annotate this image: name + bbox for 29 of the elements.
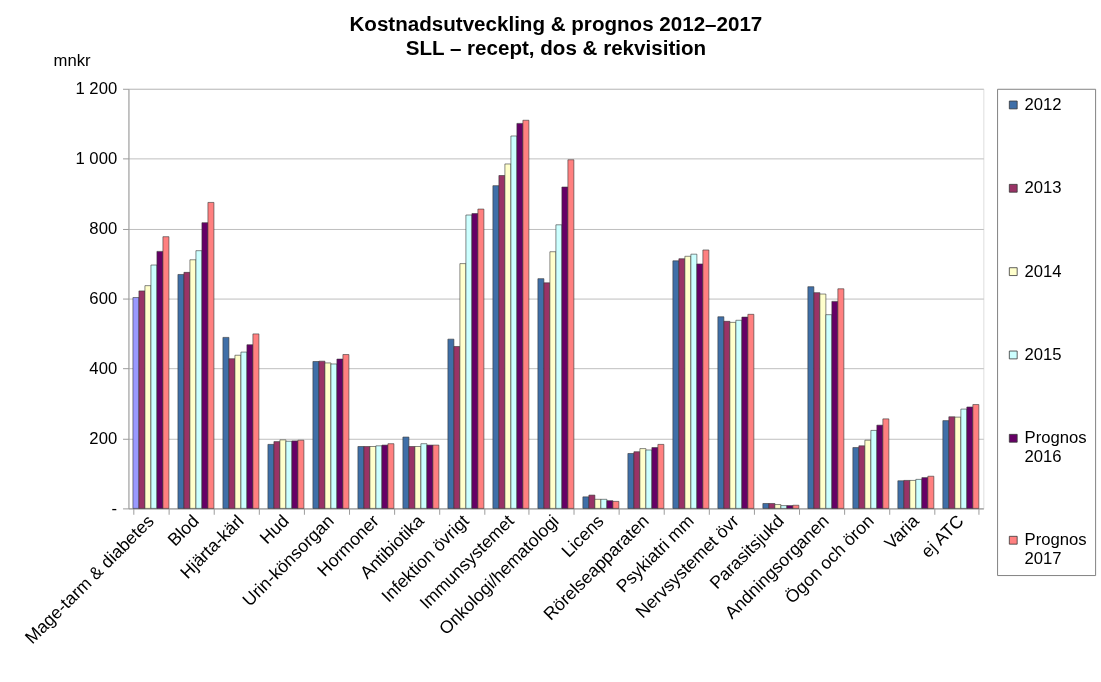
bar xyxy=(942,420,950,509)
legend-label: 2014 xyxy=(1024,261,1062,281)
y-tick-label: 1 000 xyxy=(75,149,118,169)
bar xyxy=(267,444,275,509)
bar xyxy=(672,260,680,509)
legend-label: Prognos 2016 xyxy=(1024,428,1087,466)
y-axis-title: mnkr xyxy=(53,50,92,70)
bar xyxy=(537,278,545,509)
bar xyxy=(177,274,185,509)
chart-title: Kostnadsutveckling & prognos 2012–2017 xyxy=(349,11,763,35)
bar xyxy=(402,436,410,509)
legend-label: 2015 xyxy=(1024,344,1062,364)
bar xyxy=(897,480,905,509)
y-tick-label: 1 200 xyxy=(75,79,118,99)
y-tick-label: - xyxy=(111,498,118,518)
bar xyxy=(627,453,635,509)
bar xyxy=(222,337,230,509)
legend-label: 2013 xyxy=(1024,178,1062,198)
bar xyxy=(447,338,455,509)
legend-label: Prognos 2017 xyxy=(1024,530,1087,568)
y-tick-label: 200 xyxy=(89,428,118,448)
chart-subtitle: SLL – recept, dos & rekvisition xyxy=(405,36,707,60)
y-tick-label: 800 xyxy=(89,219,118,239)
legend-label: 2012 xyxy=(1024,94,1062,114)
x-tick-label: Varia xyxy=(880,510,923,554)
y-tick-label: 600 xyxy=(89,288,118,308)
bar xyxy=(357,446,365,509)
y-tick-label: 400 xyxy=(89,358,118,378)
bar xyxy=(852,447,860,509)
